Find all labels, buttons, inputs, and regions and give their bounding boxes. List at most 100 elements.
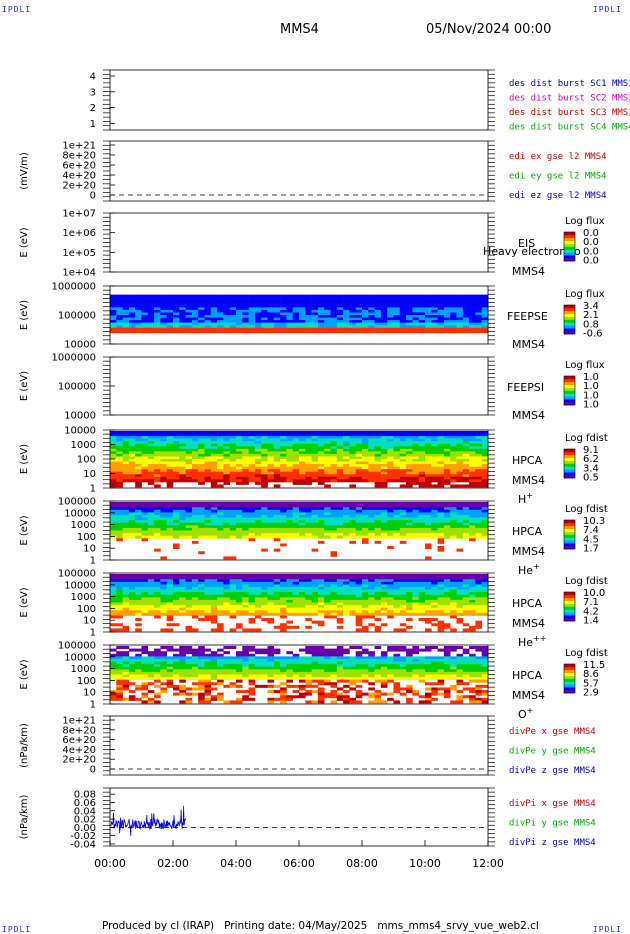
heatmap-cell: [154, 658, 161, 662]
heatmap-cell: [210, 581, 218, 585]
heatmap-cell: [173, 517, 180, 521]
heatmap-cell: [128, 605, 136, 609]
colorbar-tick-label: 3.4: [583, 301, 599, 312]
heatmap-cell: [399, 325, 407, 329]
heatmap-cell: [469, 320, 476, 324]
heatmap-cell: [236, 466, 243, 470]
heatmap-cell: [154, 514, 161, 518]
heatmap-cell: [380, 431, 388, 434]
heatmap-cell: [336, 431, 344, 434]
heatmap-cell: [185, 464, 193, 468]
heatmap-cell: [128, 441, 136, 445]
heatmap-cell: [437, 443, 445, 447]
heatmap-cell: [324, 307, 331, 311]
heatmap-cell: [191, 682, 199, 686]
heatmap-cell: [368, 507, 375, 511]
heatmap-cell: [110, 448, 117, 452]
heatmap-cell: [242, 294, 249, 298]
heatmap-cell: [324, 317, 331, 321]
heatmap-cell: [431, 294, 438, 298]
heatmap-cell: [154, 317, 161, 321]
heatmap-cell: [368, 330, 375, 334]
heatmap-cell: [299, 299, 306, 303]
species-label: He+: [518, 562, 540, 577]
colorbar-segment: [564, 249, 575, 253]
heatmap-cell: [469, 294, 476, 298]
heatmap-cell: [198, 695, 205, 699]
heatmap-cell: [368, 525, 375, 529]
heatmap-cell: [475, 597, 482, 601]
heatmap-cell: [154, 320, 161, 324]
heatmap-cell: [254, 459, 262, 462]
heatmap-cell: [380, 309, 388, 313]
heatmap-cell: [305, 441, 312, 445]
heatmap-cell: [368, 504, 375, 508]
heatmap-cell: [267, 679, 275, 683]
heatmap-cell: [469, 322, 476, 326]
heatmap-cell: [393, 456, 401, 460]
heatmap-cell: [406, 474, 413, 478]
heatmap-cell: [431, 453, 438, 457]
heatmap-cell: [223, 502, 230, 505]
heatmap-cell: [173, 589, 180, 593]
heatmap-cell: [481, 589, 489, 593]
heatmap-cell: [217, 697, 224, 701]
heatmap-cell: [198, 433, 205, 437]
heatmap-cell: [185, 692, 193, 696]
heatmap-cell: [261, 669, 268, 673]
heatmap-cell: [179, 674, 186, 678]
heatmap-cell: [462, 327, 470, 331]
heatmap-cell: [261, 599, 268, 603]
heatmap-cell: [185, 625, 193, 629]
heatmap-cell: [160, 502, 167, 505]
heatmap-cell: [456, 299, 464, 303]
heatmap-cell: [324, 448, 331, 452]
heatmap-cell: [147, 325, 155, 329]
heatmap-cell: [362, 304, 369, 308]
heatmap-cell: [236, 459, 243, 462]
heatmap-cell: [425, 304, 432, 308]
heatmap-cell: [355, 584, 363, 588]
heatmap-cell: [349, 525, 356, 529]
heatmap-cell: [299, 605, 306, 609]
heatmap-cell: [191, 597, 199, 601]
heatmap-cell: [185, 299, 193, 303]
heatmap-cell: [166, 679, 174, 683]
heatmap-cell: [135, 507, 142, 511]
heatmap-cell: [147, 597, 155, 601]
heatmap-cell: [261, 461, 268, 465]
heatmap-cell: [185, 304, 193, 308]
heatmap-cell: [292, 309, 300, 313]
heatmap-cell: [299, 322, 306, 326]
colorbar-segment: [564, 520, 575, 524]
heatmap-cell: [330, 509, 338, 513]
heatmap-cell: [469, 441, 476, 445]
colorbar-segment: [564, 390, 575, 394]
heatmap-cell: [343, 586, 350, 590]
heatmap-cell: [437, 584, 445, 588]
heatmap-cell: [280, 677, 287, 681]
heatmap-cell: [387, 579, 394, 583]
heatmap-cell: [223, 438, 230, 442]
heatmap-cell: [185, 317, 193, 321]
heatmap-cell: [198, 530, 205, 534]
heatmap-cell: [443, 481, 451, 485]
heatmap-cell: [450, 322, 457, 326]
heatmap-cell: [299, 327, 306, 331]
heatmap-cell: [217, 443, 224, 447]
heatmap-cell: [362, 456, 369, 460]
y-axis-label: E (eV): [19, 371, 30, 401]
heatmap-cell: [456, 586, 464, 590]
heatmap-cell: [166, 431, 174, 434]
heatmap-cell: [261, 317, 268, 321]
heatmap-cell: [387, 589, 394, 593]
heatmap-cell: [254, 479, 262, 483]
heatmap-cell: [343, 302, 350, 306]
heatmap-cell: [210, 317, 218, 321]
heatmap-cell: [242, 302, 249, 306]
heatmap-cell: [349, 294, 356, 298]
heatmap-cell: [280, 522, 287, 526]
heatmap-cell: [116, 514, 123, 518]
heatmap-cell: [330, 584, 338, 588]
heatmap-cell: [311, 443, 319, 447]
